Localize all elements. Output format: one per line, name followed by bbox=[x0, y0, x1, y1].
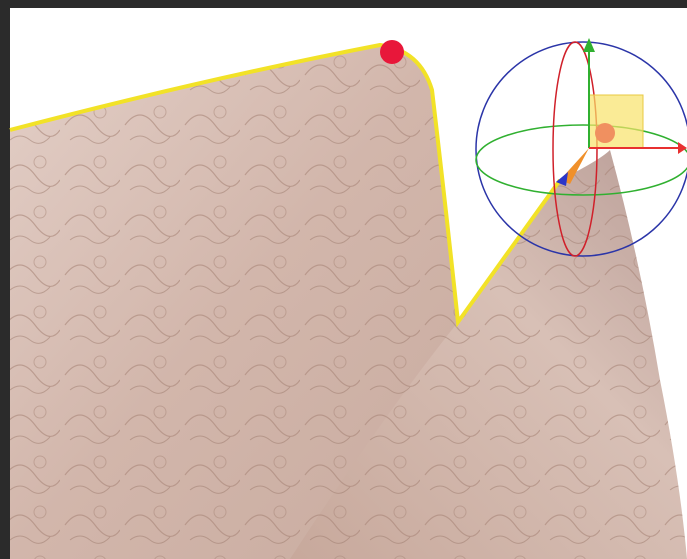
gizmo-plane bbox=[588, 94, 644, 149]
cloth-texture bbox=[10, 45, 458, 559]
gizmo-center bbox=[595, 123, 615, 143]
gizmo-arrow-y bbox=[583, 38, 595, 52]
gizmo-arrow-z bbox=[556, 172, 568, 186]
control-point bbox=[380, 40, 404, 64]
gizmo-sphere bbox=[475, 41, 687, 257]
gizmo-arrow-x bbox=[678, 142, 687, 154]
gizmo-ring-green bbox=[475, 124, 687, 196]
selection-outline bbox=[9, 42, 562, 328]
cloth-fold-texture bbox=[280, 150, 687, 559]
